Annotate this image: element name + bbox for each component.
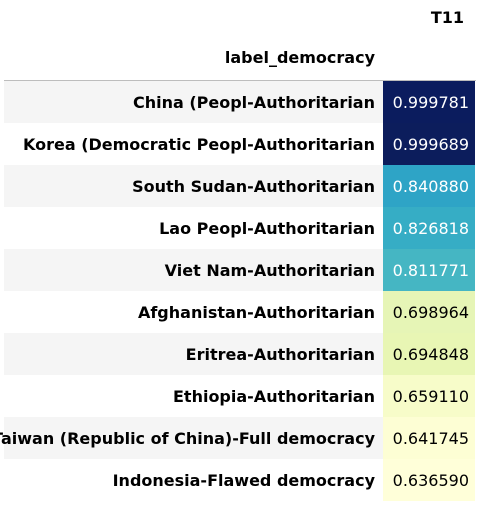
header-divider (4, 80, 476, 81)
table-row: South Sudan-Authoritarian 0.840880 (4, 165, 476, 207)
table-row: China (Peopl-Authoritarian 0.999781 (4, 81, 476, 123)
row-value: 0.999781 (383, 81, 475, 123)
table-row: Eritrea-Authoritarian 0.694848 (4, 333, 476, 375)
row-value: 0.840880 (383, 165, 475, 207)
index-name-header: label_democracy (0, 38, 383, 80)
table-row: Lao Peopl-Authoritarian 0.826818 (4, 207, 476, 249)
row-label: Viet Nam-Authoritarian (4, 249, 383, 291)
table-row: Taiwan (Republic of China)-Full democrac… (0, 417, 476, 459)
row-value: 0.636590 (383, 459, 475, 501)
row-label: South Sudan-Authoritarian (4, 165, 383, 207)
row-value: 0.811771 (383, 249, 475, 291)
table-row: Ethiopia-Authoritarian 0.659110 (4, 375, 476, 417)
column-header: T11 (0, 0, 476, 38)
row-label: Korea (Democratic Peopl-Authoritarian (4, 123, 383, 165)
row-value: 0.659110 (383, 375, 475, 417)
column-header-label: T11 (430, 8, 464, 27)
table-row: Korea (Democratic Peopl-Authoritarian 0.9… (4, 123, 476, 165)
row-label: China (Peopl-Authoritarian (4, 81, 383, 123)
row-label: Ethiopia-Authoritarian (4, 375, 383, 417)
row-value: 0.694848 (383, 333, 475, 375)
table-row: Afghanistan-Authoritarian 0.698964 (4, 291, 476, 333)
table-body: China (Peopl-Authoritarian 0.999781 Korea … (0, 81, 476, 501)
row-label: Afghanistan-Authoritarian (4, 291, 383, 333)
table-row: Viet Nam-Authoritarian 0.811771 (4, 249, 476, 291)
row-label: Lao Peopl-Authoritarian (4, 207, 383, 249)
row-value: 0.698964 (383, 291, 475, 333)
index-name-label: label_democracy (224, 48, 375, 67)
row-label: Taiwan (Republic of China)-Full democrac… (0, 417, 383, 459)
table-row: Indonesia-Flawed democracy 0.636590 (4, 459, 476, 501)
row-value: 0.641745 (383, 417, 475, 459)
row-label: Eritrea-Authoritarian (4, 333, 383, 375)
row-label: Indonesia-Flawed democracy (4, 459, 383, 501)
row-value: 0.826818 (383, 207, 475, 249)
row-value: 0.999689 (383, 123, 475, 165)
